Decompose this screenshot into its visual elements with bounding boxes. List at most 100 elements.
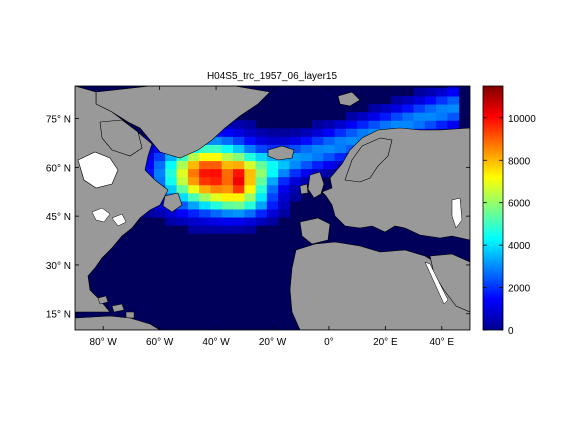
field-cell <box>176 217 189 226</box>
field-cell <box>278 192 290 202</box>
field-cell <box>187 168 200 178</box>
field-cell <box>266 128 279 137</box>
field-cell <box>391 112 403 121</box>
iceland <box>267 145 295 161</box>
field-cell <box>255 168 268 178</box>
field-cell <box>187 192 200 202</box>
field-cell <box>447 120 460 129</box>
field-cell <box>255 144 268 153</box>
field-cell <box>233 136 245 145</box>
field-cell <box>312 128 324 137</box>
field-cell <box>391 120 403 129</box>
field-cell <box>154 168 166 178</box>
field-cell <box>221 136 234 145</box>
field-cell <box>176 160 189 170</box>
field-cell <box>244 200 257 210</box>
scandinavia <box>344 137 393 183</box>
y-tick-label: 60° N <box>46 163 71 174</box>
field-cell <box>312 144 324 153</box>
x-tick-label: 40° E <box>429 337 454 348</box>
field-cell <box>244 208 257 218</box>
field-cell <box>323 160 336 170</box>
field-cell <box>334 144 347 153</box>
field-cell <box>447 104 460 113</box>
great-lakes <box>91 207 127 227</box>
field-cell <box>334 120 347 129</box>
field-cell <box>199 160 211 170</box>
field-cell <box>221 152 234 162</box>
field-cell <box>345 136 358 145</box>
field-cell <box>312 136 324 145</box>
field-cell <box>221 128 234 137</box>
field-cell <box>176 192 189 202</box>
y-axis: 75° N 60° N 45° N 30° N 15° N <box>46 115 470 321</box>
field-cell <box>447 112 460 121</box>
x-tick-label: 20° W <box>259 337 287 348</box>
field-cell <box>244 128 257 137</box>
field-cell <box>199 144 211 153</box>
field-cell <box>402 120 415 129</box>
field-cell <box>312 152 324 162</box>
field-cell <box>413 87 426 97</box>
field-cell <box>221 184 234 194</box>
field-cell <box>187 225 200 234</box>
field-cell <box>233 184 245 194</box>
field-cell <box>266 200 279 210</box>
field-cell <box>413 96 426 105</box>
field-cell <box>345 128 358 137</box>
field-cell <box>221 168 234 178</box>
field-cell <box>278 128 290 137</box>
field-cell <box>266 168 279 178</box>
colorbar-axis: 0 2000 4000 6000 8000 10000 <box>483 114 536 337</box>
field-cell <box>391 104 403 113</box>
field-cell <box>176 208 189 218</box>
field-cell <box>289 136 302 145</box>
x-tick-label: 20° E <box>373 337 398 348</box>
field-cell <box>154 152 166 162</box>
field-cell <box>300 136 313 145</box>
field-cell <box>221 208 234 218</box>
field-cell <box>255 184 268 194</box>
field-cell <box>221 192 234 202</box>
field-cell <box>255 200 268 210</box>
field-cell <box>142 136 155 145</box>
field-cell <box>221 225 234 234</box>
field-cell <box>266 136 279 145</box>
field-cell <box>436 112 448 121</box>
field-cell <box>142 208 155 218</box>
field-cell <box>312 160 324 170</box>
caribbean-islands <box>97 295 135 319</box>
field-cell <box>199 200 211 210</box>
field-cell <box>244 160 257 170</box>
x-tick-label: 40° W <box>202 337 230 348</box>
chart-title: H04S5_trc_1957_06_layer15 <box>207 71 338 82</box>
field-cell <box>278 160 290 170</box>
field-cell <box>424 87 437 97</box>
field-cell <box>244 176 257 186</box>
hudson-bay <box>77 151 119 189</box>
field-cell <box>154 176 166 186</box>
field-cell <box>210 192 223 202</box>
field-cell <box>278 168 290 178</box>
field-cell <box>255 136 268 145</box>
field-cell <box>278 208 290 218</box>
field-cell <box>176 184 189 194</box>
field-cell <box>289 192 302 202</box>
x-tick-label: 60° W <box>146 337 174 348</box>
field-cell <box>210 184 223 194</box>
field-cell <box>357 120 369 129</box>
field-cell <box>244 192 257 202</box>
field-cell <box>323 152 336 162</box>
field-cell <box>447 86 460 89</box>
field-cell <box>424 104 437 113</box>
field-cell <box>221 217 234 226</box>
field-cell <box>278 184 290 194</box>
field-cell <box>323 128 336 137</box>
field-cell <box>334 128 347 137</box>
field-cell <box>289 184 302 194</box>
field-cell <box>368 120 381 129</box>
field-cell <box>255 208 268 218</box>
field-cell <box>142 152 155 162</box>
field-cell <box>357 128 369 137</box>
